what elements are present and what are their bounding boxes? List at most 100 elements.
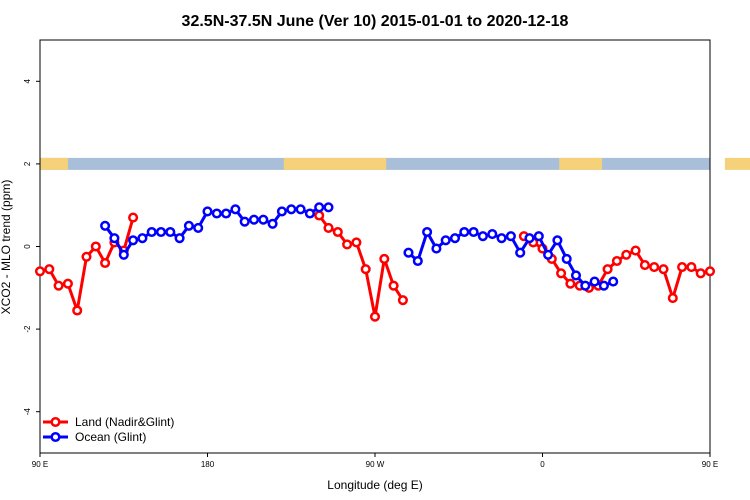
data-point <box>704 266 716 277</box>
data-point <box>174 233 185 244</box>
data-point <box>276 206 287 217</box>
data-point <box>90 241 101 252</box>
data-point <box>677 262 688 273</box>
data-point <box>487 229 498 240</box>
band-land <box>40 157 68 170</box>
band-land <box>559 157 603 170</box>
data-point <box>109 233 120 244</box>
data-point <box>422 226 433 238</box>
y-tick-label: 0 <box>23 244 32 249</box>
data-point <box>81 251 92 262</box>
data-point <box>431 243 442 254</box>
plot-frame <box>39 39 711 454</box>
data-point <box>202 206 213 217</box>
data-point <box>505 231 516 242</box>
data-point <box>360 264 371 275</box>
data-point <box>611 255 622 267</box>
data-point <box>239 216 250 227</box>
data-point <box>323 222 334 233</box>
x-tick-label: 180 <box>201 460 215 469</box>
x-tick-label: 90 W <box>366 460 385 469</box>
data-point <box>630 245 641 256</box>
data-point <box>34 266 46 277</box>
data-point <box>342 239 353 250</box>
data-point <box>128 212 139 223</box>
data-point <box>397 295 408 306</box>
legend: Land (Nadir&Glint) Ocean (Glint) <box>43 415 174 444</box>
x-tick-label: 0 <box>540 460 545 469</box>
data-point <box>137 233 148 244</box>
data-point <box>267 218 278 229</box>
data-point <box>403 247 414 258</box>
data-point <box>649 262 660 273</box>
band-land <box>283 157 387 170</box>
data-point <box>608 276 619 287</box>
data-point <box>314 210 325 221</box>
data-point <box>100 257 111 269</box>
y-axis: -4 -2 0 2 4 <box>23 79 40 416</box>
data-point <box>155 226 167 238</box>
y-tick-label: 4 <box>23 79 32 84</box>
data-point <box>552 235 563 246</box>
y-tick-label: -2 <box>23 325 32 333</box>
data-point <box>565 278 576 289</box>
landmask-band <box>40 157 750 170</box>
data-point <box>589 276 600 287</box>
legend-marker-ocean <box>50 431 61 443</box>
data-point <box>183 220 194 231</box>
data-point <box>667 293 678 304</box>
data-point <box>295 204 306 215</box>
band-land <box>724 157 750 170</box>
series-line <box>318 214 405 319</box>
x-axis-title: Longitude (deg E) <box>327 478 422 492</box>
data-point <box>524 233 535 244</box>
data-point <box>449 233 461 244</box>
data-point <box>258 214 269 225</box>
data-point <box>561 253 572 264</box>
data-point <box>468 226 479 238</box>
data-point <box>496 233 507 244</box>
data-point <box>314 202 325 213</box>
data-point <box>580 280 591 291</box>
legend-entry-ocean: Ocean (Glint) <box>43 430 146 444</box>
data-point <box>118 249 129 260</box>
legend-entry-land: Land (Nadir&Glint) <box>43 415 174 429</box>
data-point <box>533 231 544 242</box>
data-point <box>515 247 526 258</box>
data-point <box>369 311 381 322</box>
data-point <box>230 204 241 215</box>
chart-title: 32.5N-37.5N June (Ver 10) 2015-01-01 to … <box>182 13 569 30</box>
series-land <box>34 210 716 322</box>
data-point <box>639 260 650 271</box>
x-tick-label: 90 E <box>702 460 718 469</box>
data-point <box>388 280 399 291</box>
data-point <box>304 208 315 219</box>
data-point <box>379 253 390 264</box>
data-point <box>146 226 157 238</box>
legend-marker-land <box>50 416 61 428</box>
data-point <box>695 268 706 279</box>
data-point <box>323 202 334 213</box>
data-point <box>165 226 176 238</box>
y-tick-label: -4 <box>23 408 32 416</box>
y-tick-label: 2 <box>23 161 32 166</box>
data-point <box>286 204 297 215</box>
x-tick-label: 90 E <box>32 460 48 469</box>
data-point <box>412 255 423 267</box>
data-point <box>62 278 73 289</box>
data-point <box>100 220 111 231</box>
data-point <box>128 235 139 246</box>
legend-label-land: Land (Nadir&Glint) <box>75 415 174 429</box>
data-point <box>658 264 669 275</box>
data-point <box>53 280 64 291</box>
data-point <box>543 249 554 260</box>
data-point <box>332 226 343 238</box>
y-axis-title: XCO2 - MLO trend (ppm) <box>0 180 13 315</box>
data-point <box>221 208 232 219</box>
series-ocean <box>100 202 619 291</box>
data-point <box>211 208 222 219</box>
series-layer <box>34 202 716 322</box>
data-point <box>351 237 362 248</box>
